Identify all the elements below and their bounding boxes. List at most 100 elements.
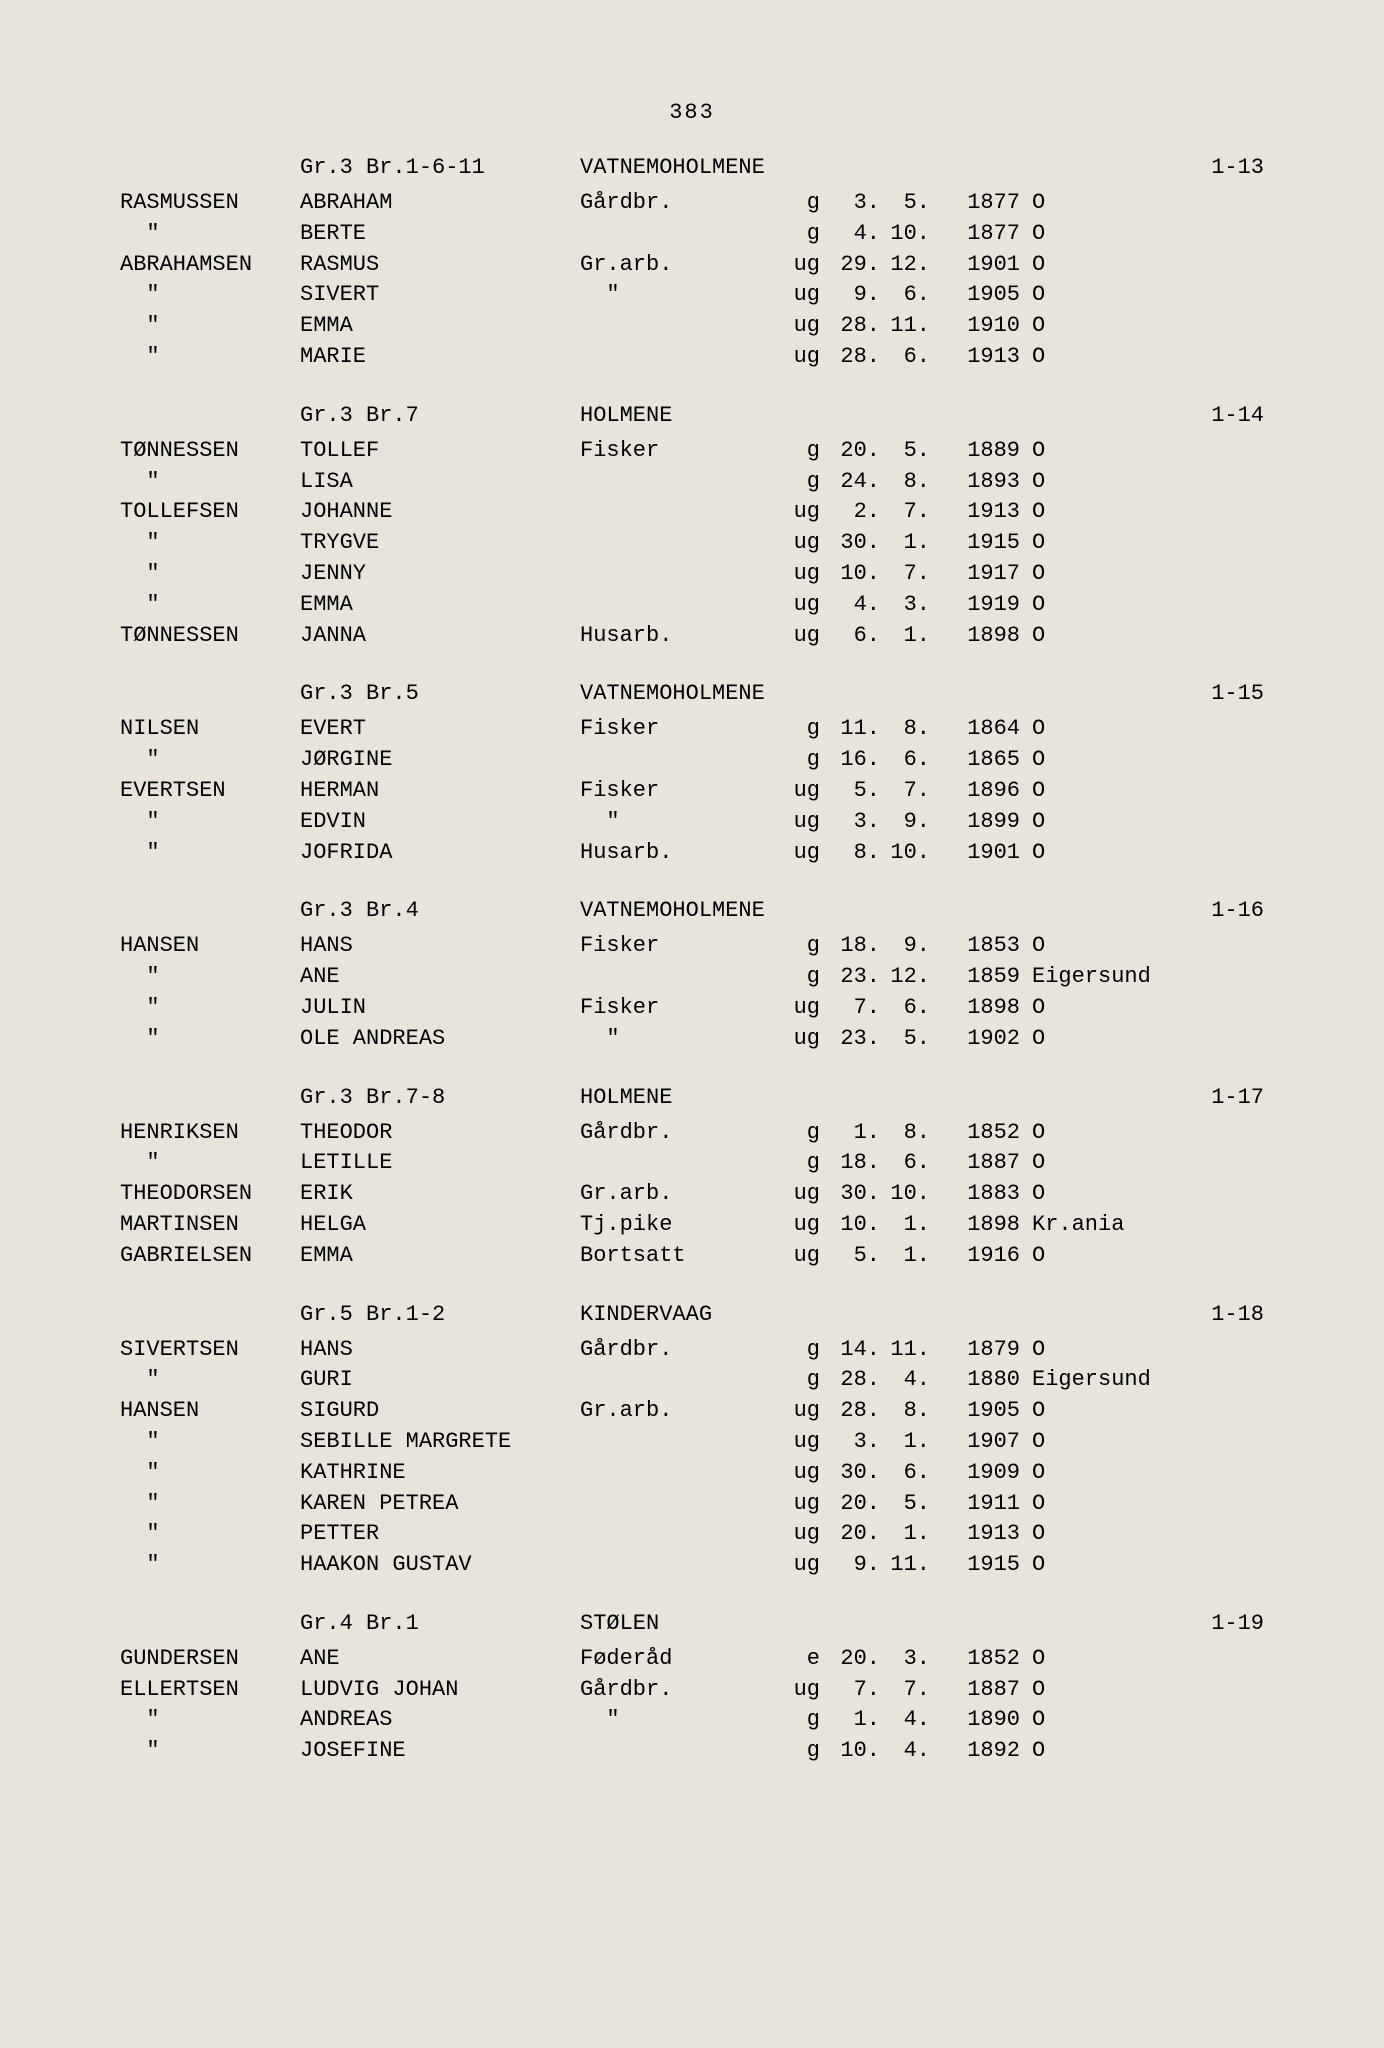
cell-year: 1898	[930, 1210, 1020, 1241]
cell-surname: "	[120, 311, 300, 342]
cell-status: ug	[770, 1675, 830, 1706]
cell-surname: TØNNESSEN	[120, 436, 300, 467]
cell-status: ug	[770, 559, 830, 590]
cell-day: 16.	[830, 745, 880, 776]
header-ref: 1-19	[1164, 1611, 1264, 1636]
cell-status: ug	[770, 497, 830, 528]
cell-status: ug	[770, 838, 830, 869]
census-row: "KATHRINEug30.6.1909O	[120, 1458, 1264, 1489]
cell-day: 29.	[830, 250, 880, 281]
cell-occupation	[580, 1427, 770, 1458]
cell-year: 1890	[930, 1705, 1020, 1736]
cell-month: 6.	[880, 280, 930, 311]
cell-year: 1877	[930, 188, 1020, 219]
cell-day: 20.	[830, 1644, 880, 1675]
census-section: Gr.4 Br.1STØLEN1-19GUNDERSENANEFøderåde2…	[120, 1611, 1264, 1767]
cell-status: g	[770, 1335, 830, 1366]
cell-occupation	[580, 1519, 770, 1550]
cell-name: EMMA	[300, 590, 580, 621]
census-row: MARTINSENHELGATj.pikeug10.1.1898Kr.ania	[120, 1210, 1264, 1241]
document-page: 383 Gr.3 Br.1-6-11VATNEMOHOLMENE1-13RASM…	[0, 0, 1384, 2048]
cell-occupation: Fisker	[580, 436, 770, 467]
cell-surname: HANSEN	[120, 1396, 300, 1427]
header-gr-br: Gr.5 Br.1-2	[300, 1302, 580, 1327]
cell-year: 1879	[930, 1335, 1020, 1366]
cell-occupation	[580, 1489, 770, 1520]
cell-month: 9.	[880, 807, 930, 838]
cell-place: O	[1020, 621, 1045, 652]
cell-year: 1913	[930, 342, 1020, 373]
cell-place: O	[1020, 311, 1045, 342]
cell-name: EMMA	[300, 311, 580, 342]
cell-month: 3.	[880, 1644, 930, 1675]
census-row: HANSENSIGURDGr.arb.ug28.8.1905O	[120, 1396, 1264, 1427]
cell-occupation	[580, 1365, 770, 1396]
cell-place: O	[1020, 250, 1045, 281]
cell-name: TOLLEF	[300, 436, 580, 467]
cell-surname: "	[120, 219, 300, 250]
cell-day: 3.	[830, 1427, 880, 1458]
census-row: "LISAg24.8.1893O	[120, 467, 1264, 498]
header-location: KINDERVAAG	[580, 1302, 1164, 1327]
cell-status: ug	[770, 1210, 830, 1241]
cell-status: ug	[770, 1550, 830, 1581]
census-section: Gr.3 Br.7-8HOLMENE1-17HENRIKSENTHEODORGå…	[120, 1085, 1264, 1272]
cell-month: 1.	[880, 1210, 930, 1241]
census-row: TOLLEFSENJOHANNEug2.7.1913O	[120, 497, 1264, 528]
census-row: "ANEg23.12.1859Eigersund	[120, 962, 1264, 993]
cell-status: ug	[770, 590, 830, 621]
cell-surname: HENRIKSEN	[120, 1118, 300, 1149]
cell-surname: RASMUSSEN	[120, 188, 300, 219]
header-ref: 1-18	[1164, 1302, 1264, 1327]
cell-day: 10.	[830, 559, 880, 590]
cell-name: JOFRIDA	[300, 838, 580, 869]
cell-year: 1905	[930, 1396, 1020, 1427]
cell-status: ug	[770, 1241, 830, 1272]
cell-surname: "	[120, 342, 300, 373]
cell-occupation: Fisker	[580, 714, 770, 745]
cell-occupation: Gårdbr.	[580, 1118, 770, 1149]
cell-place: O	[1020, 776, 1045, 807]
cell-day: 11.	[830, 714, 880, 745]
header-location: VATNEMOHOLMENE	[580, 681, 1164, 706]
cell-place: O	[1020, 1458, 1045, 1489]
cell-place: Kr.ania	[1020, 1210, 1124, 1241]
cell-surname: "	[120, 590, 300, 621]
cell-status: ug	[770, 1024, 830, 1055]
cell-year: 1877	[930, 219, 1020, 250]
cell-month: 5.	[880, 1489, 930, 1520]
census-row: "BERTEg4.10.1877O	[120, 219, 1264, 250]
cell-day: 23.	[830, 962, 880, 993]
cell-occupation: Gr.arb.	[580, 1396, 770, 1427]
cell-day: 3.	[830, 188, 880, 219]
cell-status: g	[770, 188, 830, 219]
census-row: NILSENEVERTFiskerg11.8.1864O	[120, 714, 1264, 745]
cell-surname: "	[120, 993, 300, 1024]
cell-name: ABRAHAM	[300, 188, 580, 219]
cell-occupation	[580, 342, 770, 373]
cell-day: 30.	[830, 1458, 880, 1489]
cell-surname: NILSEN	[120, 714, 300, 745]
cell-day: 20.	[830, 1519, 880, 1550]
cell-day: 1.	[830, 1705, 880, 1736]
cell-place: O	[1020, 993, 1045, 1024]
cell-occupation: Gårdbr.	[580, 1675, 770, 1706]
cell-status: g	[770, 931, 830, 962]
cell-month: 1.	[880, 1241, 930, 1272]
cell-year: 1853	[930, 931, 1020, 962]
cell-month: 8.	[880, 1118, 930, 1149]
header-gr-br: Gr.3 Br.7	[300, 403, 580, 428]
cell-occupation: Gr.arb.	[580, 250, 770, 281]
cell-month: 5.	[880, 188, 930, 219]
cell-surname: ABRAHAMSEN	[120, 250, 300, 281]
cell-surname: "	[120, 467, 300, 498]
header-spacer	[120, 1085, 300, 1110]
cell-place: O	[1020, 280, 1045, 311]
cell-month: 10.	[880, 219, 930, 250]
census-row: "JOFRIDAHusarb.ug8.10.1901O	[120, 838, 1264, 869]
cell-month: 8.	[880, 467, 930, 498]
cell-day: 10.	[830, 1210, 880, 1241]
cell-day: 5.	[830, 1241, 880, 1272]
cell-name: OLE ANDREAS	[300, 1024, 580, 1055]
cell-name: LUDVIG JOHAN	[300, 1675, 580, 1706]
